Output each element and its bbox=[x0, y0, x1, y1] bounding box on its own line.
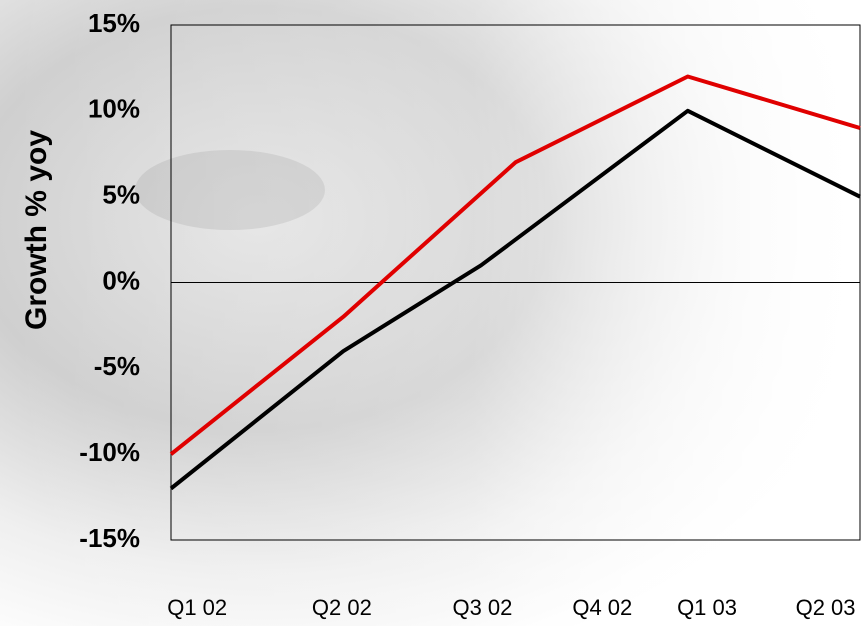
x-tick-label: Q3 02 bbox=[452, 595, 512, 620]
y-tick-label: 0% bbox=[102, 265, 140, 295]
series-line bbox=[169, 108, 861, 491]
y-tick-label: -15% bbox=[79, 523, 140, 553]
x-tick-label: Q1 03 bbox=[677, 595, 737, 620]
x-tick-label: Q1 02 bbox=[167, 595, 227, 620]
y-tick-label: 5% bbox=[102, 180, 140, 210]
y-tick-label: 10% bbox=[88, 94, 140, 124]
series-line bbox=[169, 74, 861, 456]
x-tick-label: Q4 02 bbox=[572, 595, 632, 620]
x-tick-label: Q2 03 bbox=[796, 595, 856, 620]
x-tick-label: Q2 02 bbox=[312, 595, 372, 620]
y-tick-label: -5% bbox=[94, 351, 140, 381]
y-tick-label: -10% bbox=[79, 437, 140, 467]
y-tick-label: 15% bbox=[88, 8, 140, 38]
y-axis-label: Growth % yoy bbox=[20, 130, 53, 330]
